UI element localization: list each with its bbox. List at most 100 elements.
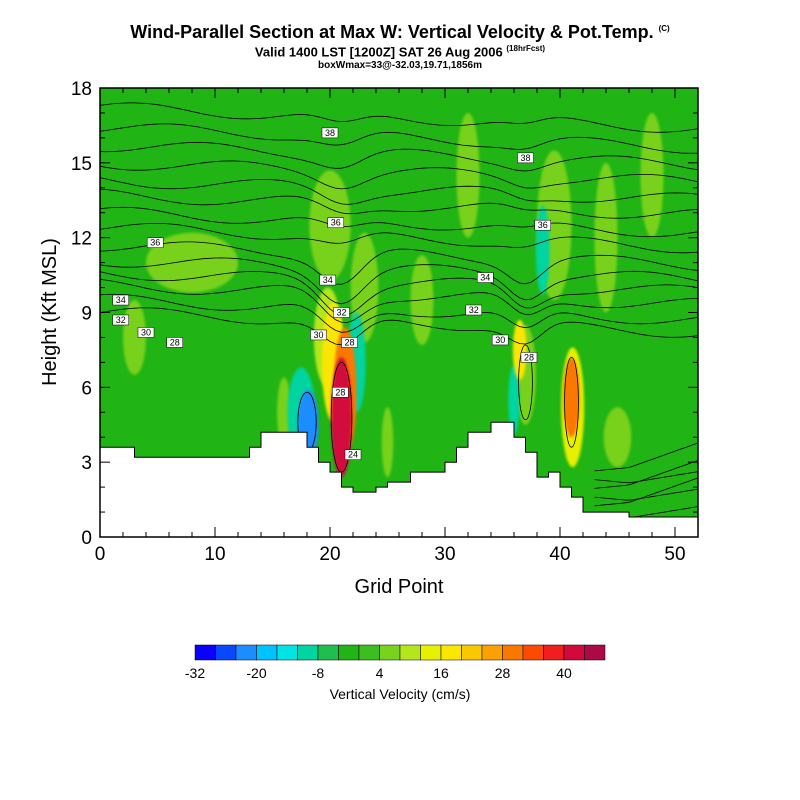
colorbar-swatch <box>543 644 565 661</box>
x-tick-label: 0 <box>95 544 106 565</box>
colorbar-swatch <box>358 644 380 661</box>
chart-title: Wind-Parallel Section at Max W: Vertical… <box>0 22 800 43</box>
theta-contour-loop <box>518 344 533 421</box>
contour-label: 30 <box>310 329 327 341</box>
theta-contour-line <box>100 123 698 154</box>
contour-label-text: 32 <box>116 315 126 325</box>
theta-contour-line <box>594 488 698 501</box>
contour-label-text: 28 <box>345 337 355 347</box>
y-tick-label: 15 <box>71 154 92 175</box>
colorbar-swatch <box>256 644 278 661</box>
theta-contour-loop <box>564 356 579 448</box>
contour-label: 32 <box>333 307 350 318</box>
theta-contour-line <box>100 160 698 190</box>
colorbar-swatch <box>584 644 606 661</box>
colorbar-tick-label: 40 <box>556 665 572 681</box>
contour-label-box <box>465 304 482 316</box>
contour-label: 30 <box>491 334 509 346</box>
velocity-cell <box>146 232 238 293</box>
contour-label-box <box>491 334 509 346</box>
contour-label-text: 28 <box>170 337 180 347</box>
contour-label-box <box>137 327 155 338</box>
colorbar-swatch <box>338 644 360 661</box>
x-tick-label: 40 <box>549 544 570 565</box>
contour-label-box <box>477 272 494 283</box>
contour-label-text: 24 <box>348 450 358 460</box>
colorbar-tick-label: -32 <box>185 665 205 681</box>
forecast-hour-text: (18hrFcst) <box>506 44 546 53</box>
contour-label-box <box>321 127 339 139</box>
contour-label-box <box>112 294 129 306</box>
colorbar-swatch <box>215 644 237 661</box>
velocity-cell <box>456 112 480 238</box>
contour-label: 32 <box>465 304 482 316</box>
contour-label: 34 <box>319 274 336 286</box>
contour-label: 28 <box>341 337 358 348</box>
chart-box-info: boxWmax=33@-32.03,19.71,1856m <box>0 60 800 71</box>
y-tick-label: 6 <box>81 378 92 399</box>
colorbar: -32 -20 -8 4 16 28 40 <box>185 644 606 681</box>
contour-label-text: 28 <box>335 387 345 397</box>
theta-contour-line <box>100 141 698 172</box>
copyright-mark: (C) <box>658 24 670 33</box>
contour-label: 36 <box>146 237 164 248</box>
y-tick-label: 0 <box>81 528 92 549</box>
contour-label: 34 <box>112 294 129 306</box>
contour-label-box <box>344 449 362 460</box>
theta-contours <box>100 102 698 519</box>
colorbar-swatch <box>502 644 524 661</box>
x-tick-label: 20 <box>319 544 340 565</box>
contour-label-text: 38 <box>325 128 335 138</box>
contour-label-box <box>319 274 336 286</box>
chart-subtitle: Valid 1400 LST [1200Z] SAT 26 Aug 2006 (… <box>0 44 800 59</box>
velocity-cell <box>563 357 580 438</box>
y-tick-label: 3 <box>81 453 92 474</box>
colorbar-tick-label: 28 <box>495 665 511 681</box>
contour-label: 28 <box>166 337 183 348</box>
contour-label-text: 34 <box>480 273 490 283</box>
colorbar-swatch <box>440 644 462 661</box>
x-axis: 0 10 20 30 40 50 <box>95 88 699 565</box>
contour-label: 28 <box>332 387 349 398</box>
theta-contour-line <box>100 241 698 285</box>
colorbar-swatch <box>420 644 442 661</box>
colorbar-tick-label: 4 <box>376 665 384 681</box>
x-tick-label: 50 <box>664 544 685 565</box>
contour-label: 30 <box>137 327 155 338</box>
velocity-cell <box>535 205 550 296</box>
theta-contour-line <box>100 206 698 238</box>
contour-label-text: 34 <box>116 295 126 305</box>
contour-label-box <box>166 337 183 348</box>
colorbar-label: Vertical Velocity (cm/s) <box>330 686 471 702</box>
contour-labels: 34 32 30 28 36 38 38 36 36 34 34 32 32 30 30 28 28 28 24 <box>112 127 551 460</box>
contour-label-text: 32 <box>336 308 346 318</box>
colorbar-tick-label: -8 <box>312 665 325 681</box>
valid-time-text: Valid 1400 LST [1200Z] SAT 26 Aug 2006 <box>254 44 503 60</box>
theta-contour-line <box>100 177 698 205</box>
x-tick-label: 10 <box>204 544 225 565</box>
theta-contour-line <box>594 471 698 484</box>
velocity-cell <box>594 162 618 313</box>
contour-label-text: 30 <box>495 335 505 345</box>
velocity-cell <box>508 364 520 435</box>
y-axis-label: Height (Kft MSL) <box>39 238 61 386</box>
contour-label-text: 28 <box>524 352 534 362</box>
title-text: Wind-Parallel Section at Max W: Vertical… <box>130 22 654 42</box>
colorbar-swatch <box>461 644 483 661</box>
colorbar-swatch <box>235 644 257 661</box>
contour-label-box <box>146 237 164 248</box>
contour-label: 32 <box>112 314 129 326</box>
theta-contour-line <box>100 307 698 346</box>
contour-label-box <box>333 307 350 318</box>
colorbar-swatch <box>297 644 319 661</box>
y-tick-label: 12 <box>71 229 92 250</box>
theta-contour-line <box>594 460 698 489</box>
y-tick-label: 9 <box>81 304 92 325</box>
box-info-text: boxWmax=33@-32.03,19.71,1856m <box>317 60 483 71</box>
contour-label-box <box>327 217 344 228</box>
contour-label-box <box>310 329 327 341</box>
x-tick-label: 30 <box>434 544 455 565</box>
y-tick-label: 18 <box>71 79 92 100</box>
velocity-cell <box>512 319 527 380</box>
